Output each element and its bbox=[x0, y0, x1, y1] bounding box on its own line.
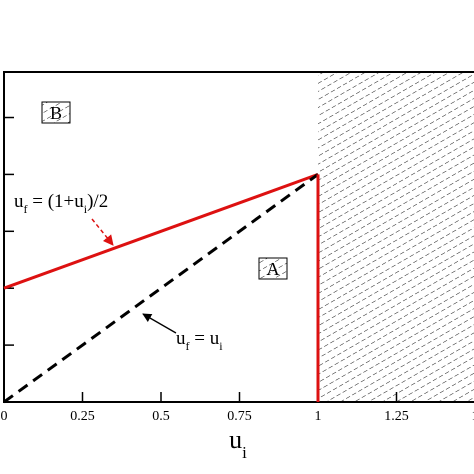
region-label-a-box bbox=[258, 257, 288, 280]
x-tick-label: 1.25 bbox=[384, 409, 409, 424]
x-tick-label: 0.25 bbox=[70, 409, 95, 424]
x-tick-label: 0.5 bbox=[152, 409, 170, 424]
region-label-a-text: A bbox=[267, 259, 280, 279]
region-label-a: A bbox=[258, 257, 288, 280]
region-label-b-text: B bbox=[50, 103, 62, 123]
series-line-1 bbox=[3, 173, 319, 404]
annotation-red-arrow bbox=[91, 218, 114, 246]
annotation-red-line: uf = (1+ui)/2 bbox=[14, 191, 108, 216]
x-tick-label: 1 bbox=[315, 409, 322, 424]
region-label-b-box bbox=[41, 101, 71, 124]
x-tick-label: 0.75 bbox=[227, 409, 252, 424]
region-label-b: B bbox=[41, 101, 71, 124]
x-axis-title-sub: i bbox=[242, 443, 247, 462]
series-line-0 bbox=[3, 172, 319, 290]
annotation-dashed-arrow bbox=[142, 313, 177, 334]
x-tick-label: 0 bbox=[1, 409, 8, 424]
annotation-dashed-line: uf = ui bbox=[176, 328, 223, 353]
hatched-region bbox=[318, 72, 474, 402]
series-group bbox=[3, 172, 320, 404]
x-axis-title: ui bbox=[229, 425, 247, 462]
x-tick-label: 1 bbox=[472, 409, 474, 424]
